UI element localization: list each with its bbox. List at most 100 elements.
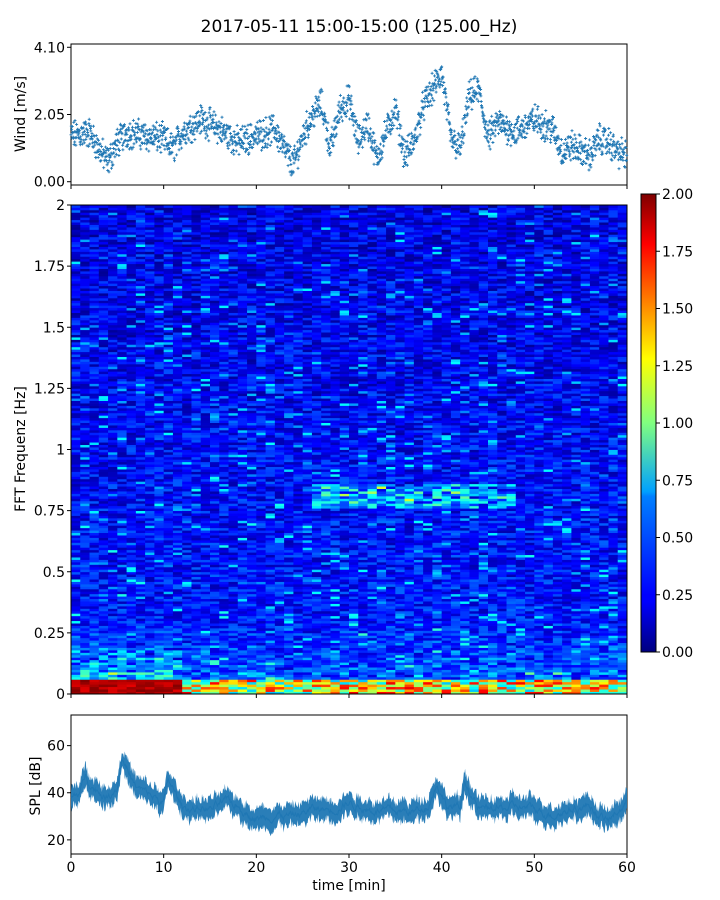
spectrogram-cell <box>108 354 118 357</box>
spectrogram-cell <box>89 407 100 411</box>
spectrogram-cell <box>135 469 146 472</box>
spectrogram-cell <box>182 219 192 223</box>
spectrogram-cell <box>182 659 192 663</box>
spectrogram-cell <box>117 615 127 619</box>
spectrogram-cell <box>191 302 202 306</box>
spectrogram-cell <box>182 515 192 519</box>
spectrogram-cell <box>145 332 155 335</box>
spectrogram-cell <box>117 300 127 304</box>
spectrogram-cell <box>89 596 100 600</box>
spectrogram-cell <box>154 593 165 597</box>
spectrogram-cell <box>135 407 146 411</box>
spectrogram-cell <box>200 354 211 357</box>
spectrogram-cell <box>145 500 155 504</box>
spectrogram-cell <box>210 293 220 296</box>
spectrogram-cell <box>117 461 127 465</box>
spectrogram-cell <box>80 341 90 345</box>
spectrogram-cell <box>145 464 155 468</box>
spectrogram-cell <box>163 307 174 311</box>
spectrogram-cell <box>126 596 137 600</box>
spectrogram-cell <box>172 554 183 558</box>
spectrogram-cell <box>80 581 90 585</box>
spectrogram-cell <box>145 559 155 563</box>
spectrogram-cell <box>210 672 220 675</box>
spectrogram-cell <box>98 315 109 318</box>
spectrogram-cell <box>135 268 146 272</box>
spectrogram-cell <box>200 679 211 683</box>
spectrogram-cell <box>200 488 211 492</box>
spectrogram-cell <box>117 488 127 492</box>
spectrogram-cell <box>154 209 165 213</box>
spectrogram-cell <box>98 444 109 448</box>
spectrogram-cell <box>135 535 146 538</box>
spectrogram-cell <box>163 344 174 348</box>
spectrogram-cell <box>154 427 165 431</box>
spectrogram-cell <box>163 258 174 262</box>
spectrogram-cell <box>182 508 192 512</box>
spectrogram-cell <box>89 280 100 284</box>
spectrogram-cell <box>89 449 100 453</box>
spectrogram-cell <box>172 212 183 216</box>
spectrogram-cell <box>200 451 211 455</box>
spectrogram-cell <box>182 454 192 458</box>
spectrogram-cell <box>71 539 81 543</box>
spectrogram-cell <box>210 464 220 468</box>
spectrogram-cell <box>71 373 81 377</box>
spectrogram-cell <box>191 212 202 216</box>
spectrogram-cell <box>200 547 211 551</box>
spectrogram-cell <box>135 542 146 546</box>
spectrogram-cell <box>135 393 146 397</box>
spectrogram-cell <box>200 486 211 490</box>
spectrogram-cell <box>200 473 211 477</box>
spectrogram-cell <box>98 674 109 678</box>
spectrogram-cell <box>163 393 174 397</box>
spectrogram-cell <box>210 669 220 673</box>
spectrogram-cell <box>163 620 174 624</box>
spectrogram-cell <box>200 361 211 365</box>
spectrogram-cell <box>154 603 165 607</box>
spectrogram-cell <box>108 505 118 509</box>
spectrogram-cell <box>200 593 211 597</box>
spectrogram-cell <box>182 593 192 597</box>
spectrogram-cell <box>98 229 109 233</box>
spectrogram-cell <box>191 354 202 357</box>
spectrogram-cell <box>210 510 220 514</box>
spectrogram-cell <box>135 400 146 404</box>
spectrogram-cell <box>172 689 183 692</box>
spectrogram-cell <box>154 407 165 411</box>
spectrogram-cell <box>172 618 183 622</box>
spectrogram-cell <box>117 393 127 397</box>
spectrogram-cell <box>154 615 165 619</box>
spectrogram-cell <box>135 649 146 653</box>
spectrogram-cell <box>71 390 81 394</box>
spectrogram-cell <box>71 569 81 573</box>
spectrogram-cell <box>135 679 146 683</box>
spectrogram-cell <box>80 447 90 450</box>
spectrogram-cell <box>108 647 118 651</box>
spectrogram-cell <box>108 432 118 436</box>
spectrogram-cell <box>154 271 165 274</box>
spectrogram-cell <box>126 657 137 661</box>
spectrogram-cell <box>200 339 211 343</box>
spectrogram-cell <box>117 317 127 321</box>
spectrogram-cell <box>145 427 155 431</box>
spectrogram-cell <box>80 566 90 570</box>
spectrogram-cell <box>108 581 118 585</box>
spectrogram-cell <box>117 275 127 279</box>
spectrogram-cell <box>71 645 81 648</box>
spectrogram-cell <box>145 471 155 475</box>
spectrogram-cell <box>71 293 81 296</box>
spectrogram-cell <box>145 219 155 223</box>
spectrogram-cell <box>182 280 192 284</box>
spectrogram-cell <box>98 285 109 289</box>
spectrogram-cell <box>182 356 192 360</box>
spectrogram-cell <box>80 537 90 541</box>
spectrogram-cell <box>145 356 155 360</box>
spectrogram-cell <box>126 283 137 287</box>
spectrogram-cell <box>163 385 174 389</box>
spectrogram-cell <box>117 244 127 247</box>
spectrogram-cell <box>117 444 127 448</box>
spectrogram-cell <box>163 659 174 663</box>
spectrogram-cell <box>80 559 90 563</box>
spectrogram-cell <box>210 535 220 538</box>
